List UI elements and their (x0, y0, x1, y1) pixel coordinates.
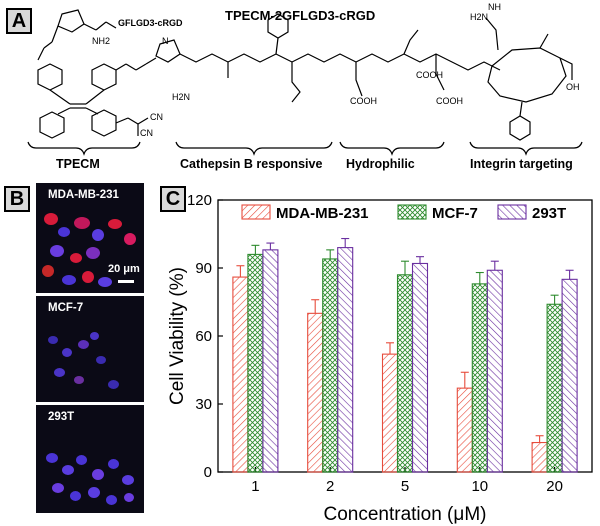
legend-label-0: MDA-MB-231 (276, 205, 369, 222)
section-label-cathepsin: Cathepsin B responsive (180, 157, 323, 171)
microscopy-image-mcf-7: MCF-7 (36, 296, 144, 402)
chem-label-oh: OH (566, 82, 580, 92)
phenyl-ring-left-bottom (39, 111, 65, 139)
chem-label-cn-2: CN (140, 128, 153, 138)
image-label-mcf-7: MCF-7 (48, 302, 84, 314)
panel-a-label: A (6, 8, 32, 34)
chem-label-h2n-mid: H2N (172, 92, 191, 102)
bracket-hydrophilic (339, 141, 445, 156)
y-tick-label-3: 90 (195, 260, 212, 277)
legend-swatch-0 (241, 204, 271, 220)
panel-b-label: B (4, 186, 30, 212)
bar-1-4 (546, 303, 563, 473)
chem-label-cooh-1: COOH (350, 96, 377, 106)
chem-label-guan-h2n: H2N (470, 12, 489, 22)
x-tick-label-0: 1 (251, 478, 259, 495)
x-tick-label-4: 20 (546, 478, 563, 495)
y-tick-label-4: 120 (187, 192, 212, 209)
bar-0-3 (456, 387, 473, 473)
y-tick-label-1: 30 (195, 396, 212, 413)
bracket-cathepsin (175, 141, 333, 156)
legend-swatch-2 (497, 204, 527, 220)
triazole-ring-top (57, 9, 85, 33)
bar-2-1 (337, 247, 354, 473)
chem-label-cooh-2: COOH (416, 70, 443, 80)
legend-label-1: MCF-7 (432, 205, 478, 222)
section-label-tpecm: TPECM (56, 157, 100, 171)
bar-0-2 (381, 353, 399, 473)
chem-label-cooh-3: COOH (436, 96, 463, 106)
bar-1-3 (471, 283, 488, 473)
scale-bar (118, 280, 134, 283)
legend-label-2: 293T (532, 205, 566, 222)
bar-0-4 (531, 441, 548, 473)
image-label-mda-mb-231: MDA-MB-231 (48, 189, 119, 201)
panel-c-label: C (160, 186, 186, 212)
phenyl-ring-right-bottom (91, 109, 117, 137)
bar-2-3 (486, 269, 503, 473)
y-axis-title: Cell Viability (%) (167, 267, 188, 405)
microscopy-image-293t: 293T (36, 405, 144, 513)
peptide-backbone (179, 53, 501, 71)
bar-2-0 (262, 249, 279, 473)
bar-1-0 (247, 253, 264, 473)
microscopy-image-mda-mb-231: MDA-MB-231 20 μm (36, 183, 144, 293)
bar-1-2 (396, 274, 414, 473)
legend-swatch-1 (397, 204, 427, 220)
x-axis-title: Concentration (μM) (323, 504, 486, 525)
phenyl-ring-left-top (37, 63, 63, 91)
bar-0-1 (307, 312, 324, 473)
x-tick-label-1: 2 (326, 478, 334, 495)
x-tick-label-2: 5 (401, 478, 409, 495)
bar-2-2 (411, 262, 429, 473)
bar-2-4 (561, 278, 578, 473)
cyclic-rgd-ring (487, 47, 567, 103)
x-tick-label-3: 10 (471, 478, 488, 495)
image-label-293t: 293T (48, 411, 75, 423)
molecule-title: TPECM-2GFLGD3-cRGD (225, 8, 376, 23)
y-tick-label-0: 0 (204, 464, 212, 481)
chem-label-cn-1: CN (150, 112, 163, 122)
chem-label-n-atom: N (162, 36, 169, 46)
chemical-structure-diagram (27, 9, 583, 156)
bracket-tpecm (27, 141, 141, 156)
triazole-ring-middle (155, 39, 181, 63)
chem-label-gflgd3: GFLGD3-cRGD (118, 18, 183, 28)
chem-label-guan-nh: NH (488, 2, 501, 12)
phenyl-ring-right-top (91, 63, 117, 91)
chem-label-nh2-top: NH2 (92, 36, 111, 46)
bracket-integrin (469, 141, 583, 156)
y-tick-label-2: 60 (195, 328, 212, 345)
scale-bar-label: 20 μm (108, 263, 140, 275)
section-label-integrin: Integrin targeting (470, 157, 573, 171)
bar-1-1 (322, 258, 339, 473)
phenyl-side-chain (267, 13, 289, 39)
bar-0-0 (232, 276, 249, 473)
section-label-hydrophilic: Hydrophilic (346, 157, 415, 171)
